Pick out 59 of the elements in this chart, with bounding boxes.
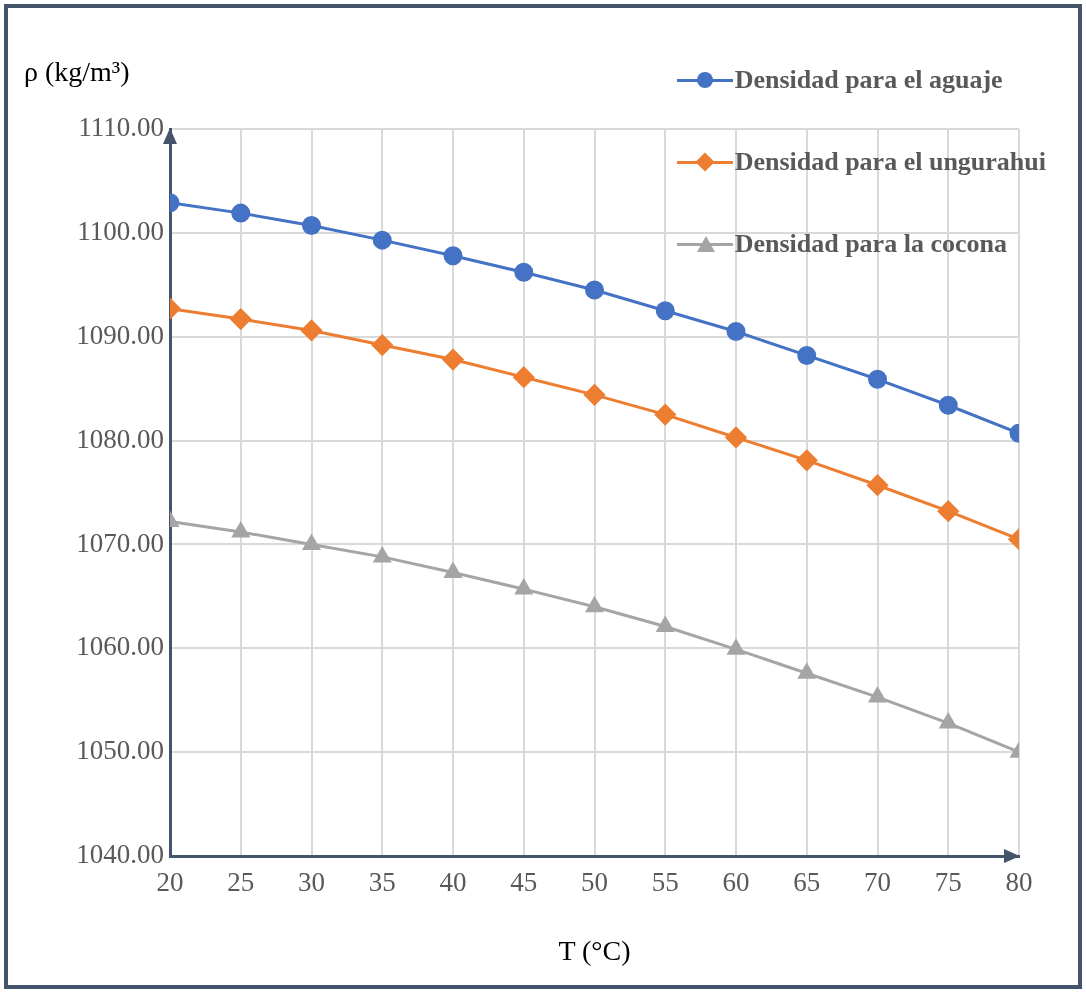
point — [797, 345, 817, 365]
point — [303, 534, 320, 550]
legend-label: Densidad para el ungurahui — [734, 147, 1046, 177]
point — [443, 246, 463, 266]
point — [796, 449, 818, 471]
point — [373, 547, 391, 563]
x-tick-label: 50 — [581, 867, 608, 898]
point — [585, 280, 604, 300]
point — [302, 216, 321, 236]
point — [301, 319, 322, 341]
point — [726, 322, 746, 342]
y-tick-label: 1100.00 — [77, 215, 164, 246]
point — [725, 426, 747, 448]
point — [371, 334, 393, 356]
x-tick-label: 40 — [439, 867, 467, 898]
point — [444, 562, 462, 578]
point — [372, 230, 392, 250]
x-tick-label: 55 — [651, 867, 679, 898]
point — [586, 597, 603, 613]
x-tick-label: 25 — [227, 867, 255, 898]
y-tick-label: 1040.00 — [76, 839, 164, 870]
y-tick-label: 1110.00 — [78, 112, 164, 143]
x-tick-label: 30 — [298, 867, 325, 898]
point — [937, 500, 959, 522]
point — [513, 366, 535, 388]
point — [656, 616, 674, 632]
point — [867, 474, 888, 496]
point — [938, 395, 958, 415]
x-tick-label: 80 — [1005, 867, 1033, 898]
point — [442, 349, 464, 371]
point — [514, 262, 534, 282]
point — [868, 369, 887, 389]
x-tick-label: 70 — [864, 867, 891, 898]
y-tick-label: 1070.00 — [76, 527, 164, 558]
x-tick-label: 20 — [156, 867, 184, 898]
x-tick-label: 45 — [510, 867, 538, 898]
point — [515, 579, 533, 595]
x-axis-title: T (°C) — [557, 935, 632, 967]
y-tick-label: 1050.00 — [76, 735, 164, 766]
point — [584, 384, 605, 406]
point — [655, 301, 675, 321]
point — [230, 308, 252, 330]
point — [232, 522, 250, 538]
point — [869, 687, 886, 703]
x-tick-label: 75 — [934, 867, 962, 898]
y-tick-label: 1080.00 — [76, 423, 164, 454]
y-axis-title: ρ (kg/m³) — [24, 56, 130, 88]
y-tick-label: 1060.00 — [76, 631, 164, 662]
point — [798, 663, 816, 679]
x-tick-label: 35 — [368, 867, 396, 898]
y-tick-label: 1090.00 — [76, 319, 164, 350]
legend-label: Densidad para la cocona — [734, 229, 1007, 259]
point — [231, 203, 251, 223]
point — [939, 713, 957, 729]
x-tick-label: 65 — [793, 867, 821, 898]
point — [654, 404, 676, 426]
legend-label: Densidad para el aguaje — [734, 65, 1003, 95]
x-tick-label: 60 — [722, 867, 750, 898]
point — [727, 639, 745, 655]
